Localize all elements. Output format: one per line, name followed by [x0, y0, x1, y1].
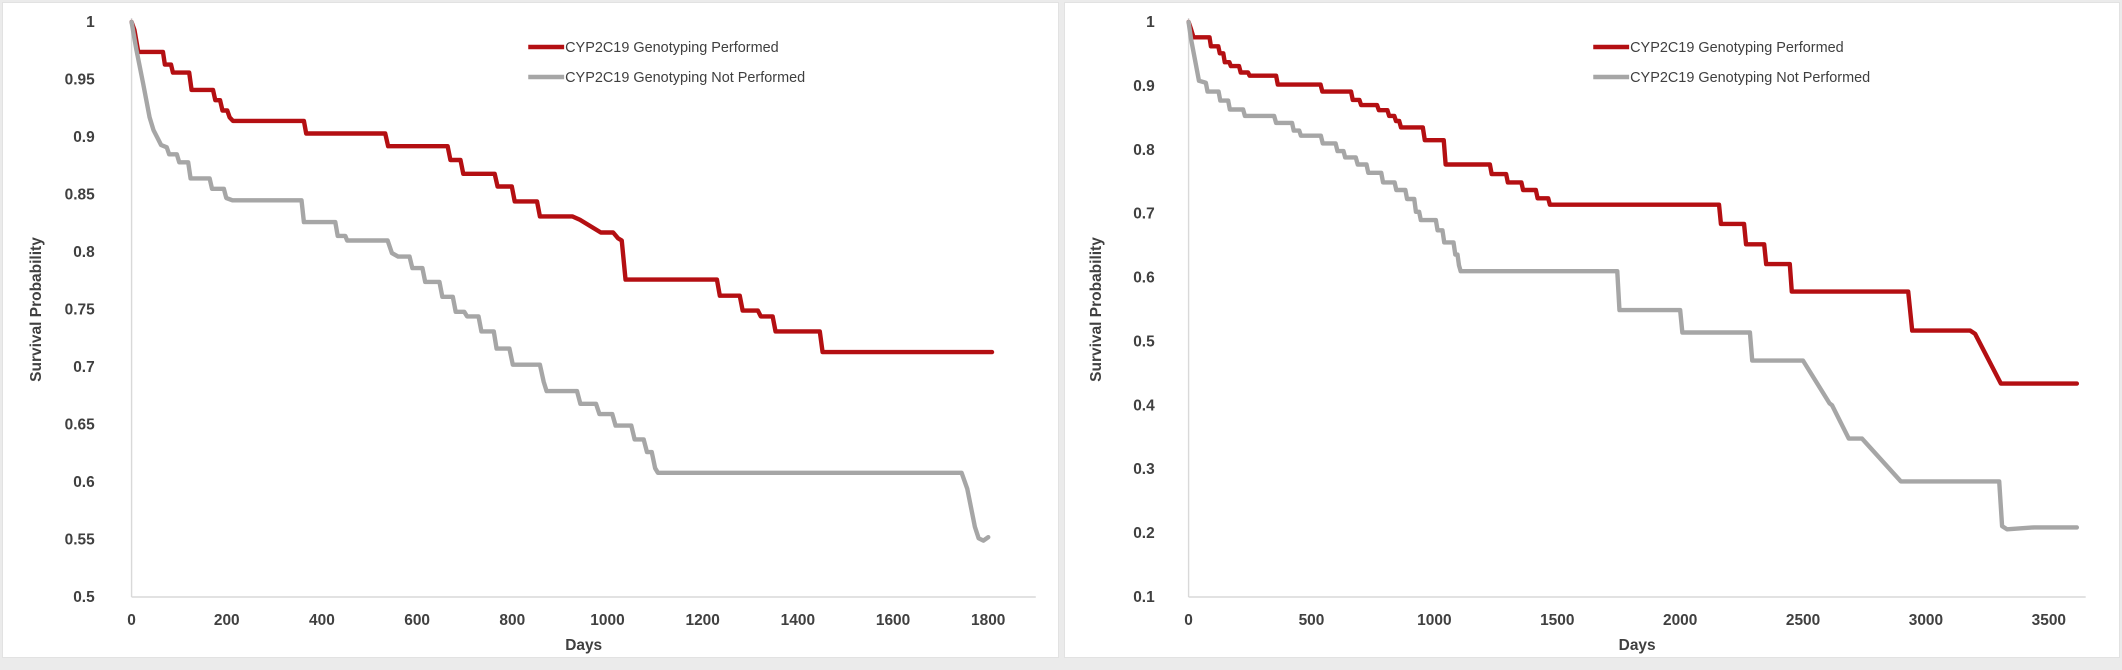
- y-tick-label: 0.75: [65, 301, 95, 318]
- x-tick-label: 1400: [781, 612, 815, 629]
- survival-chart-right: 1 0.9 0.8 0.7 0.6 0.5 0.4 0.3 0.2 0.1 0 500 1000 1500…: [1087, 14, 2086, 654]
- legend-label-not_performed: CYP2C19 Genotyping Not Performed: [1630, 70, 1870, 86]
- y-tick-label: 1: [86, 14, 95, 31]
- y-tick-label: 0.65: [65, 416, 95, 433]
- y-axis-title: Survival Probability: [1087, 237, 1104, 382]
- legend-label-performed: CYP2C19 Genotyping Performed: [1630, 40, 1844, 56]
- x-tick-label: 600: [404, 612, 430, 629]
- series-line-performed: [1185, 19, 2079, 386]
- x-tick-label: 0: [127, 612, 136, 629]
- y-tick-label: 0.95: [65, 71, 95, 88]
- x-axis-title: Days: [565, 637, 602, 654]
- survival-chart-left: 1 0.95 0.9 0.85 0.8 0.75 0.7 0.65 0.6 0.55 0.5 0 200…: [28, 14, 1036, 654]
- x-tick-label: 200: [214, 612, 240, 629]
- y-tick-label: 0.1: [1133, 589, 1155, 606]
- y-tick-label: 0.2: [1133, 525, 1154, 542]
- x-tick-label: 3000: [1908, 612, 1942, 629]
- y-axis-title: Survival Probability: [28, 237, 45, 382]
- x-tick-label: 1600: [876, 612, 910, 629]
- y-tick-label: 0.8: [1133, 142, 1155, 159]
- y-tick-label: 0.9: [73, 129, 95, 146]
- survival-chart-card-left: 1 0.95 0.9 0.85 0.8 0.75 0.7 0.65 0.6 0.55 0.5 0 200…: [2, 2, 1059, 658]
- series-line-not_performed: [1185, 19, 2079, 532]
- x-tick-label: 1500: [1540, 612, 1574, 629]
- y-tick-label: 0.5: [1133, 333, 1155, 350]
- y-tick-label: 0.3: [1133, 461, 1155, 478]
- legend-label-performed: CYP2C19 Genotyping Performed: [565, 40, 779, 56]
- x-tick-label: 1000: [1417, 612, 1451, 629]
- x-tick-label: 2000: [1662, 612, 1696, 629]
- x-tick-label: 400: [309, 612, 335, 629]
- x-tick-label: 0: [1184, 612, 1193, 629]
- y-tick-label: 0.8: [73, 244, 95, 261]
- x-tick-label: 3500: [2031, 612, 2065, 629]
- legend-label-not_performed: CYP2C19 Genotyping Not Performed: [565, 70, 805, 86]
- series-line-not_performed: [129, 19, 991, 543]
- x-tick-label: 1800: [971, 612, 1005, 629]
- y-tick-label: 0.55: [65, 531, 95, 548]
- y-tick-label: 0.7: [73, 359, 94, 376]
- y-tick-label: 1: [1146, 14, 1155, 31]
- x-tick-label: 800: [499, 612, 525, 629]
- survival-chart-card-right: 1 0.9 0.8 0.7 0.6 0.5 0.4 0.3 0.2 0.1 0 500 1000 1500…: [1063, 2, 2120, 658]
- x-axis-title: Days: [1618, 637, 1655, 654]
- y-tick-label: 0.7: [1133, 206, 1154, 223]
- y-tick-label: 0.6: [1133, 270, 1155, 287]
- series-line-performed: [129, 19, 995, 355]
- x-tick-label: 2500: [1785, 612, 1819, 629]
- x-tick-label: 1000: [590, 612, 624, 629]
- y-tick-label: 0.6: [73, 474, 95, 491]
- x-tick-label: 500: [1298, 612, 1324, 629]
- y-tick-label: 0.85: [65, 186, 95, 203]
- y-tick-label: 0.4: [1133, 397, 1155, 414]
- y-tick-label: 0.9: [1133, 78, 1155, 95]
- x-tick-label: 1200: [685, 612, 719, 629]
- y-tick-label: 0.5: [73, 589, 95, 606]
